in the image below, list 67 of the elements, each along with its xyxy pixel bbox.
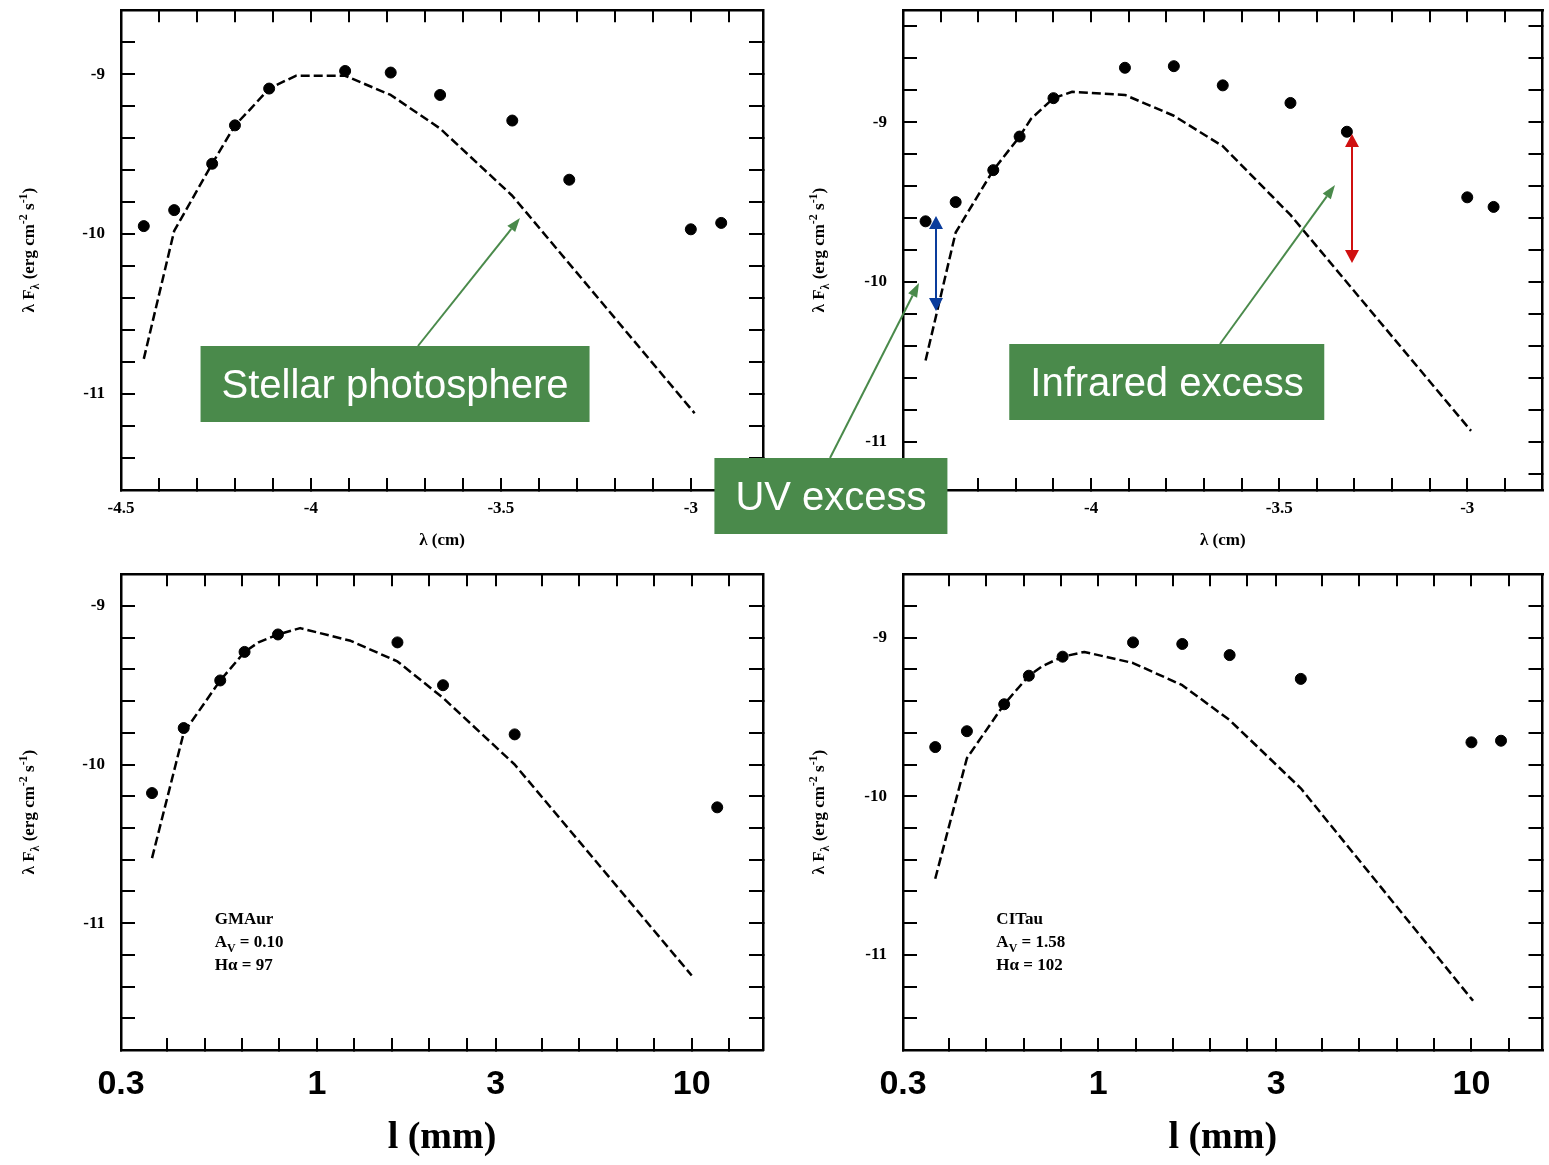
annotation: Stellar photosphere — [200, 346, 590, 422]
x-axis-title: l (mm) — [1168, 1114, 1278, 1158]
annotation: CITau — [996, 909, 1044, 929]
y-axis-title: λ Fλ (erg cm-2 s-1) — [806, 187, 833, 313]
annotation: Hα = 102 — [996, 955, 1063, 975]
point — [1047, 92, 1060, 105]
x-tick-label: -3 — [683, 497, 698, 517]
point — [206, 157, 219, 170]
point — [384, 66, 397, 79]
y-axis-title: λ Fλ (erg cm-2 s-1) — [16, 749, 43, 875]
y-tick-label: -11 — [83, 912, 105, 932]
x-tick-label: 3 — [486, 1062, 506, 1101]
point — [563, 173, 576, 186]
y-tick-label: -11 — [865, 944, 887, 964]
annotation: Hα = 97 — [214, 955, 274, 975]
x-tick-label: 0.3 — [879, 1062, 927, 1101]
x-tick-label: 0.3 — [97, 1062, 145, 1101]
y-tick-label: -11 — [83, 383, 105, 403]
point — [1284, 96, 1297, 109]
y-tick-label: -10 — [864, 271, 887, 291]
y-axis-title: λ Fλ (erg cm-2 s-1) — [16, 187, 43, 313]
x-tick-label: -4.5 — [107, 497, 135, 517]
point — [684, 223, 697, 236]
x-axis-title: l (mm) — [387, 1114, 497, 1158]
y-tick-label: -9 — [872, 627, 887, 647]
x-tick-label: -3.5 — [1265, 497, 1293, 517]
point — [168, 204, 181, 217]
point — [228, 119, 241, 132]
point — [137, 220, 150, 233]
y-tick-label: -9 — [90, 63, 105, 83]
point — [263, 82, 276, 95]
point — [715, 216, 728, 229]
y-axis-title: λ Fλ (erg cm-2 s-1) — [806, 749, 833, 875]
point — [1216, 79, 1229, 92]
annotation: UV excess — [714, 458, 948, 534]
x-tick-label: 1 — [1088, 1062, 1108, 1101]
point — [434, 88, 447, 101]
point — [949, 196, 962, 209]
point — [987, 164, 1000, 177]
point — [1487, 200, 1500, 213]
line-series — [924, 90, 1473, 433]
x-tick-label: 1 — [307, 1062, 327, 1101]
y-tick-label: -10 — [82, 753, 105, 773]
y-tick-label: -10 — [82, 223, 105, 243]
y-tick-label: -9 — [872, 111, 887, 131]
point — [1340, 125, 1353, 138]
point — [1461, 191, 1474, 204]
x-tick-label: -4 — [303, 497, 319, 517]
x-tick-label: 10 — [672, 1062, 711, 1101]
point — [506, 114, 519, 127]
x-axis-title: λ (cm) — [1199, 530, 1246, 550]
annotation: GMAur — [214, 909, 274, 929]
point — [1118, 61, 1131, 74]
x-tick-label: -4 — [1084, 497, 1099, 517]
y-tick-label: -10 — [864, 785, 887, 805]
annotation: Infrared excess — [1009, 344, 1325, 420]
x-axis-title: λ (cm) — [419, 530, 465, 550]
x-tick-label: 10 — [1452, 1062, 1491, 1101]
x-tick-label: -3 — [1460, 497, 1475, 517]
point — [919, 215, 932, 228]
y-tick-label: -9 — [90, 595, 105, 615]
y-tick-label: -11 — [865, 431, 887, 451]
point — [1013, 130, 1026, 143]
point — [339, 64, 352, 77]
x-tick-label: 3 — [1266, 1062, 1286, 1101]
x-tick-label: -3.5 — [487, 497, 515, 517]
point — [1167, 60, 1180, 73]
